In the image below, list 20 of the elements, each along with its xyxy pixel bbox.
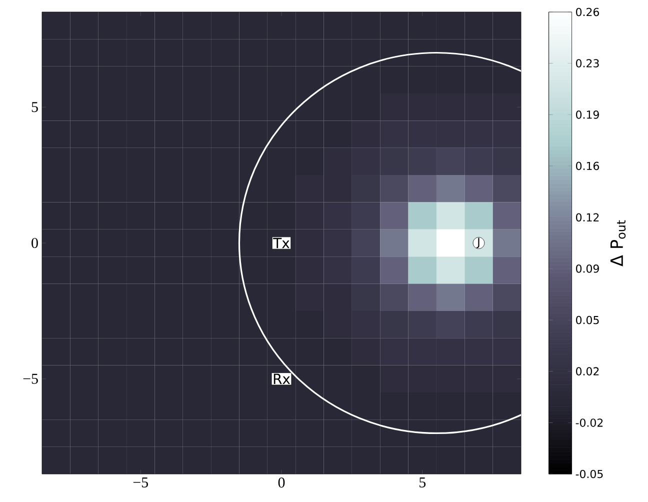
color-bar-label: 0.23 — [576, 59, 599, 68]
y-tick-label: 0 — [32, 238, 38, 248]
color-bar-label: 0.02 — [576, 367, 599, 376]
x-tick-label: 0 — [278, 478, 285, 488]
color-bar-title: Δ P$_{out}$ — [610, 220, 626, 266]
color-bar-label: -0.05 — [576, 470, 603, 478]
x-tick-label: −5 — [133, 478, 148, 488]
color-bar-label: 0.26 — [576, 8, 600, 16]
color-bar-label: 0.19 — [576, 110, 599, 119]
annotation: Tx — [273, 238, 290, 248]
color-bar-label: 0.16 — [576, 162, 600, 170]
annotation: J — [476, 238, 480, 248]
y-tick-label: −5 — [23, 374, 38, 384]
color-bar-label: 0.12 — [576, 213, 599, 222]
color-bar-label: 0.09 — [576, 264, 599, 273]
y-tick-label: 5 — [32, 102, 38, 112]
annotation: Rx — [274, 374, 290, 384]
color-bar-label: 0.05 — [576, 316, 599, 324]
color-bar-label: -0.02 — [576, 418, 603, 427]
x-tick-label: 5 — [420, 478, 426, 488]
